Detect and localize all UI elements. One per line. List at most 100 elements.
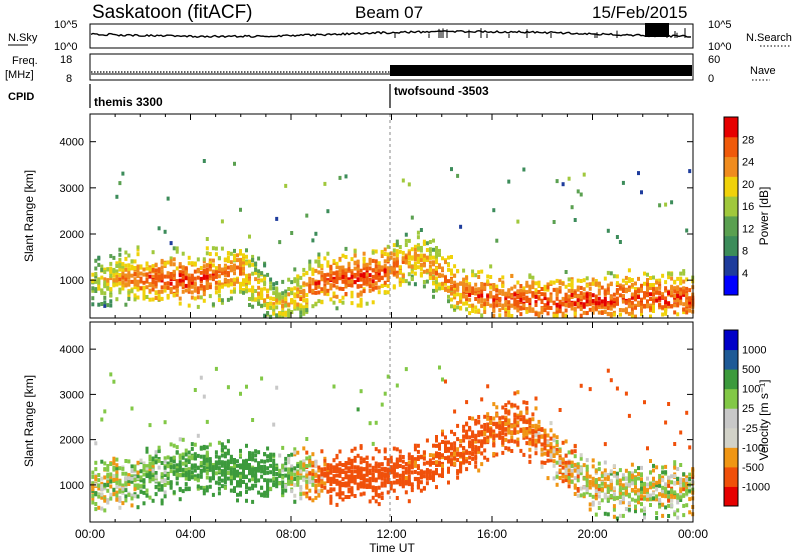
power-cell — [208, 267, 212, 272]
velocity-cell — [615, 471, 619, 476]
power-cell — [640, 287, 643, 292]
velocity-cell — [673, 474, 677, 479]
velocity-cell — [630, 462, 634, 467]
velocity-cell — [245, 465, 248, 470]
power-cell — [175, 288, 179, 293]
velocity-cell — [184, 476, 188, 481]
velocity-cell — [655, 516, 659, 520]
power-cell — [525, 295, 529, 300]
velocity-cell — [600, 474, 604, 479]
power-cell — [422, 258, 426, 262]
velocity-cell — [362, 491, 366, 496]
velocity-cell — [91, 470, 95, 475]
nave-tick-bottom: 0 — [708, 73, 714, 85]
power-cell — [634, 290, 637, 295]
velocity-cell — [634, 504, 637, 509]
power-cell — [564, 270, 568, 274]
power-cell — [242, 266, 245, 271]
power-cell — [483, 302, 487, 307]
power-cell — [94, 266, 98, 271]
power-cell — [652, 287, 655, 292]
velocity-cell — [486, 412, 490, 417]
velocity-cell — [326, 466, 330, 471]
velocity-cell — [410, 482, 414, 487]
power-cell — [501, 306, 505, 310]
power-cell — [317, 284, 321, 289]
velocity-cell — [239, 391, 242, 396]
power-cell — [543, 296, 547, 301]
velocity-cell — [522, 433, 526, 438]
velocity-cell — [326, 471, 330, 476]
velocity-cell — [368, 463, 372, 468]
power-cell — [196, 286, 200, 291]
power-cell — [181, 279, 185, 284]
velocity-cell — [100, 484, 104, 489]
power-cell — [664, 300, 668, 305]
power-cell — [459, 292, 463, 297]
velocity-cell — [136, 470, 140, 475]
velocity-cell — [392, 473, 396, 478]
power-cell — [223, 278, 227, 283]
power-cell — [519, 291, 523, 296]
power-cell — [432, 262, 435, 267]
power-cell — [296, 292, 300, 297]
power-cell — [368, 273, 372, 278]
velocity-cell — [251, 471, 255, 476]
velocity-cell — [193, 388, 197, 392]
velocity-cell — [193, 442, 197, 447]
power-cell — [109, 303, 113, 308]
power-cell — [516, 308, 520, 313]
power-cell — [419, 253, 423, 258]
velocity-cell — [205, 455, 209, 460]
velocity-cell — [332, 466, 336, 471]
power-cell — [115, 261, 119, 266]
velocity-cell — [667, 490, 671, 495]
velocity-cell — [302, 462, 306, 467]
power-cell — [269, 286, 273, 291]
power-cell — [664, 308, 668, 313]
velocity-cell — [670, 495, 674, 500]
power-cell — [483, 282, 487, 287]
power-cell — [465, 289, 469, 294]
power-cell — [567, 288, 571, 293]
power-cell — [582, 278, 586, 283]
velocity-cell — [640, 489, 643, 494]
power-cell — [582, 302, 586, 307]
velocity-cell — [362, 480, 366, 485]
power-cell — [359, 273, 363, 278]
power-cell — [335, 265, 339, 270]
power-cell — [181, 289, 185, 294]
velocity-cell — [278, 481, 282, 486]
power-cell — [371, 250, 375, 255]
velocity-cell — [205, 458, 209, 463]
power-cell — [516, 280, 520, 285]
power-cell — [217, 274, 221, 279]
power-cell — [281, 299, 285, 304]
power-cell — [248, 263, 251, 268]
velocity-cell — [311, 476, 315, 481]
power-cell — [202, 274, 206, 279]
power-cell — [576, 294, 580, 299]
velocity-cell — [555, 443, 559, 448]
power-cell — [118, 281, 122, 286]
velocity-cell — [151, 472, 155, 477]
power-cell — [175, 283, 179, 288]
velocity-cell — [260, 485, 264, 490]
power-cell — [501, 303, 505, 308]
velocity-cell — [564, 439, 568, 444]
velocity-cell — [151, 463, 155, 468]
velocity-cell — [392, 488, 396, 493]
power-cell — [395, 239, 399, 244]
velocity-cell — [643, 496, 646, 501]
velocity-cell — [495, 405, 499, 410]
power-cell — [269, 280, 273, 285]
velocity-cell — [673, 442, 677, 446]
velocity-cell — [688, 485, 692, 490]
velocity-cell — [480, 397, 484, 402]
power-cell — [606, 312, 610, 317]
velocity-cell — [522, 419, 526, 423]
power-cell — [103, 280, 107, 285]
power-cell — [326, 292, 330, 297]
freq-panel: Freq. [MHz] 18 8 60 0 Nave — [5, 53, 776, 85]
velocity-cell — [504, 432, 508, 437]
